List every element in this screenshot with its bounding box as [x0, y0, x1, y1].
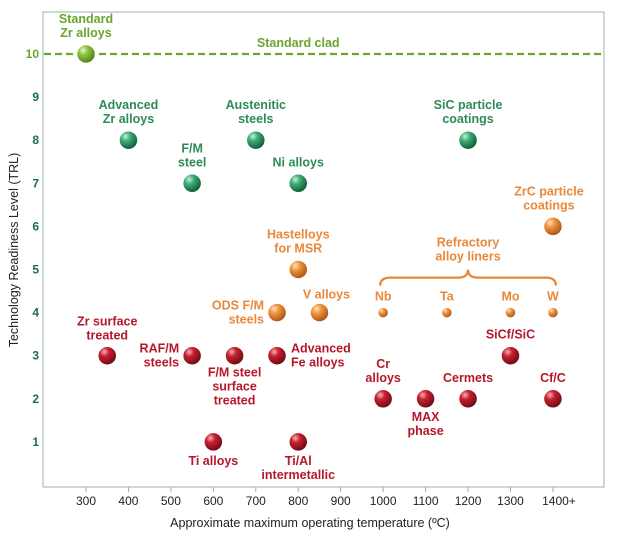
y-tick-label: 10 — [26, 47, 40, 61]
refractory-brace — [379, 269, 558, 286]
y-tick-label: 1 — [32, 435, 39, 449]
data-point — [75, 43, 97, 65]
data-point — [440, 306, 454, 319]
y-tick-label: 9 — [32, 90, 39, 104]
x-tick-label: 900 — [331, 494, 351, 508]
x-axis-title: Approximate maximum operating temperatur… — [170, 516, 450, 530]
data-point — [203, 431, 224, 453]
standard-clad-label: Standard clad — [257, 36, 340, 50]
point-label: Standard Zr alloys — [59, 12, 113, 40]
x-tick-label: 1400+ — [542, 494, 576, 508]
data-point — [288, 173, 309, 194]
plot-area — [42, 11, 605, 488]
point-label: RAF/M steels — [140, 342, 180, 370]
point-label: MAX phase — [408, 410, 444, 438]
data-point — [181, 173, 203, 194]
point-label: Ta — [440, 290, 455, 304]
data-point — [245, 129, 267, 151]
data-point — [266, 345, 288, 366]
data-point — [224, 345, 245, 366]
point-label: Advanced Zr alloys — [99, 98, 159, 126]
x-tick-label: 500 — [161, 494, 181, 508]
data-point — [542, 216, 564, 237]
point-label: V alloys — [303, 288, 350, 302]
annotation-label: Refractory alloy liners — [435, 236, 500, 264]
data-point — [504, 306, 517, 319]
point-label: Ti/Al intermetallic — [261, 454, 335, 482]
point-label: SiCf/SiC — [486, 328, 535, 342]
data-point — [309, 302, 330, 323]
y-tick-label: 4 — [32, 306, 39, 320]
data-point — [266, 302, 288, 323]
data-point — [96, 345, 118, 366]
x-tick-label: 400 — [118, 494, 138, 508]
data-point — [181, 345, 203, 366]
y-tick-label: 5 — [32, 263, 39, 277]
point-label: Mo — [501, 290, 519, 304]
point-label: Nb — [375, 290, 392, 304]
point-label: F/M steel — [178, 141, 207, 169]
x-tick-label: 1000 — [370, 494, 397, 508]
data-point — [288, 431, 309, 453]
x-tick-label: 1200 — [455, 494, 482, 508]
y-axis-title: Technology Readiness Level (TRL) — [7, 153, 21, 348]
data-point — [457, 388, 479, 410]
y-tick-label: 3 — [32, 349, 39, 363]
data-point — [288, 259, 309, 280]
point-label: Hastelloys for MSR — [267, 228, 330, 256]
data-point — [542, 388, 564, 410]
point-label: Cr alloys — [365, 357, 400, 385]
data-point — [457, 129, 479, 151]
point-label: Cermets — [443, 371, 493, 385]
point-label: ODS F/M steels — [212, 299, 264, 327]
data-point — [376, 306, 390, 319]
point-label: Advanced Fe alloys — [291, 342, 351, 370]
y-tick-label: 8 — [32, 133, 39, 147]
data-point — [546, 306, 560, 319]
point-label: Ni alloys — [273, 155, 324, 169]
data-point — [500, 345, 521, 366]
x-tick-label: 1100 — [413, 494, 439, 508]
y-tick-label: 6 — [32, 219, 39, 233]
data-point — [415, 388, 436, 410]
data-point — [118, 129, 139, 151]
point-label: ZrC particle coatings — [514, 184, 584, 212]
point-label: Austenitic steels — [226, 98, 286, 126]
point-label: F/M steel surface treated — [208, 366, 262, 408]
point-label: Cf/C — [540, 371, 566, 385]
point-label: W — [547, 290, 559, 304]
data-point — [372, 388, 394, 410]
y-tick-label: 7 — [32, 176, 39, 190]
point-label: Ti alloys — [188, 454, 238, 468]
point-label: Zr surface treated — [77, 315, 137, 343]
x-tick-label: 300 — [76, 494, 96, 508]
x-tick-label: 600 — [203, 494, 223, 508]
x-tick-label: 1300 — [497, 494, 524, 508]
point-label: SiC particle coatings — [434, 98, 503, 126]
x-tick-label: 700 — [246, 494, 266, 508]
y-tick-label: 2 — [32, 392, 39, 406]
x-tick-label: 800 — [288, 494, 308, 508]
